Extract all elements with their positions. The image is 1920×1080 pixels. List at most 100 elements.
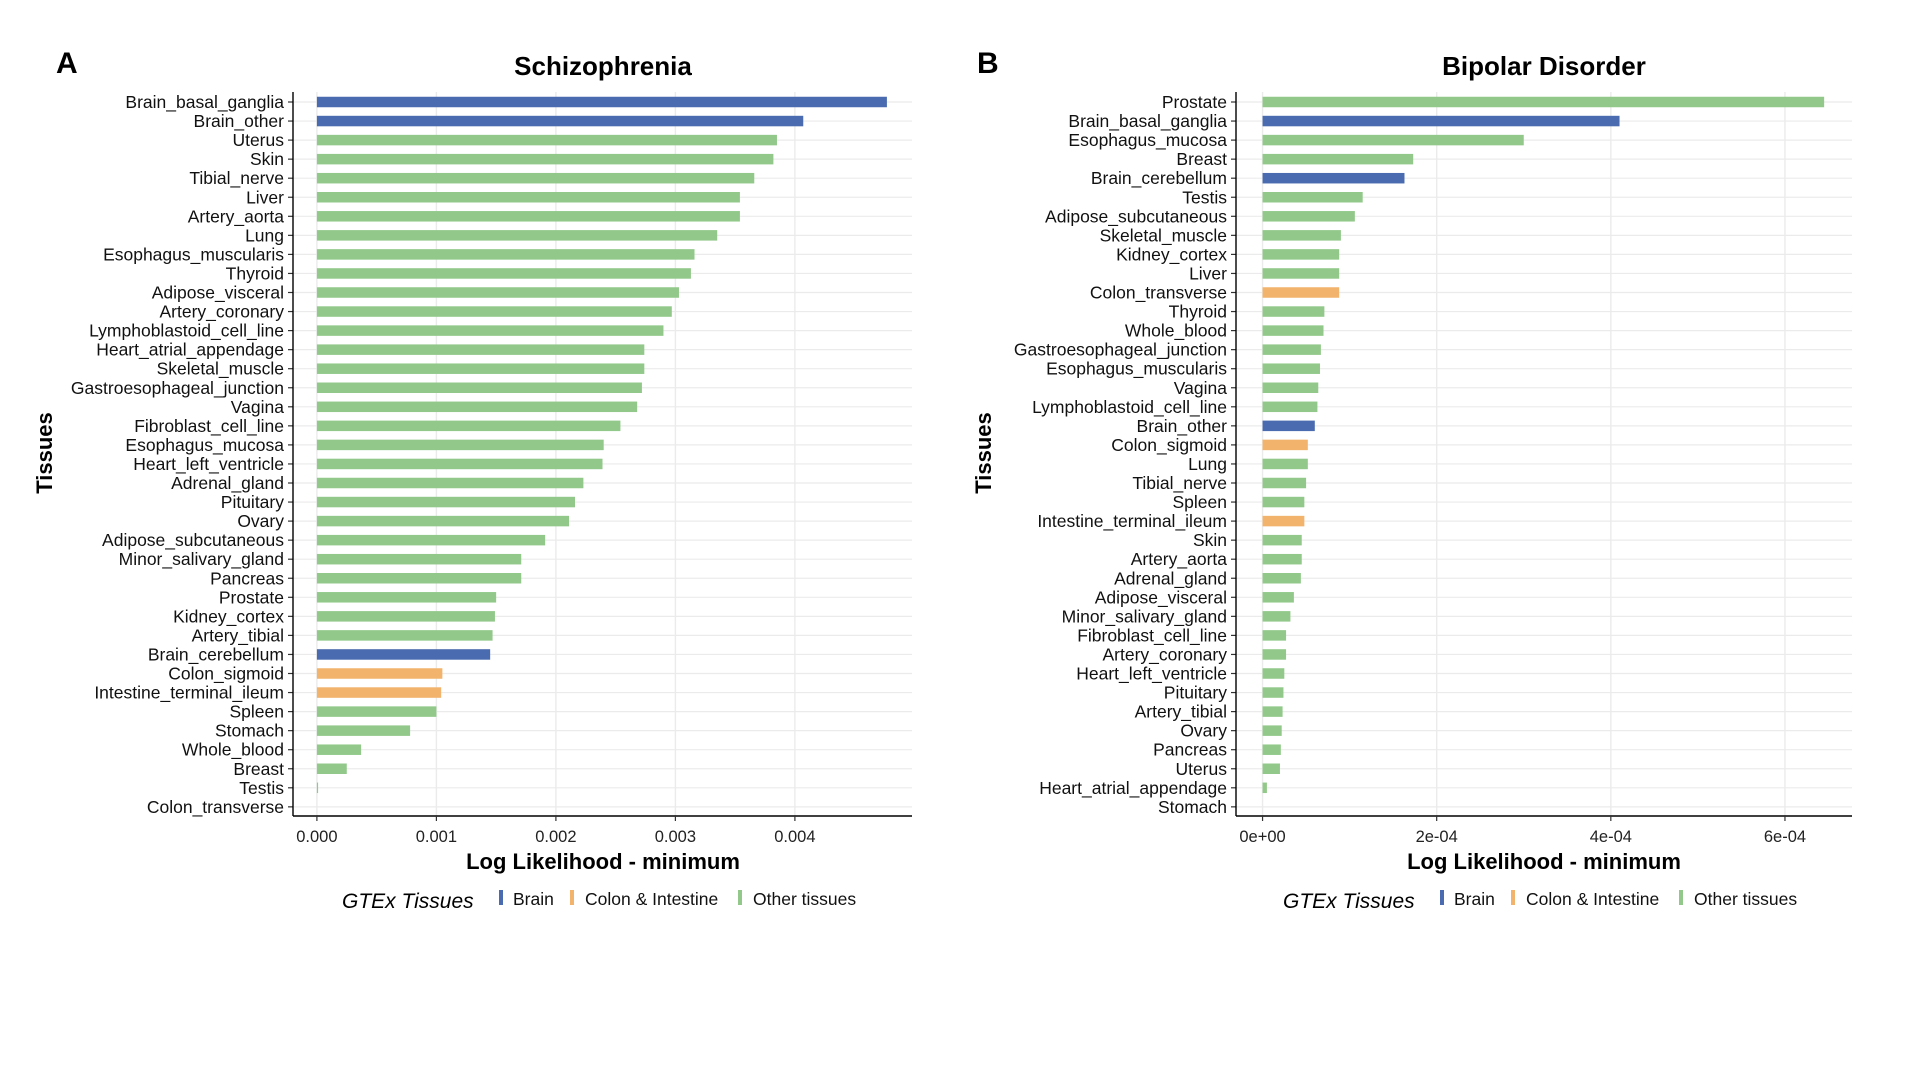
bar-spleen (316, 706, 437, 717)
y-tick-label: Testis (1182, 187, 1227, 207)
legend-label-brain: Brain (513, 889, 554, 909)
bar-vagina (1262, 382, 1319, 393)
y-tick-label: Adrenal_gland (1114, 568, 1227, 589)
bar-skin (1262, 534, 1302, 546)
y-tick-label: Whole_blood (1125, 321, 1227, 342)
panel-letter-b: B (977, 47, 999, 80)
y-tick-label: Heart_atrial_appendage (96, 340, 284, 361)
bar-fibroblast-cell-line (1262, 630, 1287, 641)
y-tick-label: Liver (246, 187, 284, 207)
y-tick-label: Liver (1189, 263, 1227, 283)
bar-ovary (1262, 725, 1282, 736)
y-tick-labels: Brain_basal_gangliaBrain_otherUterusSkin… (71, 92, 284, 818)
bar-artery-aorta (1262, 553, 1302, 565)
bar-thyroid (1262, 306, 1325, 317)
y-tick-label: Lung (1188, 454, 1227, 474)
y-tick-label: Esophagus_muscularis (103, 244, 284, 265)
y-tick-label: Heart_atrial_appendage (1039, 778, 1227, 799)
y-tick-label: Thyroid (1169, 302, 1227, 322)
y-tick-label: Esophagus_muscularis (1046, 359, 1227, 380)
legend: GTEx Tissues Brain Colon & Intestine Oth… (1283, 889, 1797, 913)
y-tick-label: Pancreas (210, 568, 284, 588)
bar-spleen (1262, 496, 1305, 508)
legend-key-brain (1440, 890, 1444, 905)
y-tick-label: Tibial_nerve (1132, 473, 1227, 494)
bar-heart-atrial-appendage (316, 344, 645, 355)
x-tick-label: 0.000 (296, 828, 337, 846)
y-tick-label: Breast (233, 759, 284, 779)
y-tick-label: Kidney_cortex (1116, 244, 1227, 265)
legend-key-other-tissues (738, 890, 742, 905)
y-tick-label: Brain_cerebellum (148, 644, 284, 665)
bar-uterus (316, 134, 777, 146)
y-tick-label: Spleen (1173, 492, 1228, 512)
y-tick-label: Lung (245, 225, 284, 245)
legend-key-brain (499, 890, 503, 905)
bar-breast (1262, 153, 1414, 165)
bar-heart-left-ventricle (1262, 668, 1285, 679)
axes (1231, 92, 1852, 821)
y-tick-label: Minor_salivary_gland (119, 549, 284, 570)
bar-minor-salivary-gland (1262, 611, 1291, 622)
y-tick-labels: ProstateBrain_basal_gangliaEsophagus_muc… (1014, 92, 1227, 817)
bar-brain-basal-ganglia (316, 96, 887, 108)
bar-kidney-cortex (316, 611, 495, 622)
bar-adrenal-gland (316, 477, 584, 489)
bar-adipose-visceral (316, 287, 679, 298)
bar-whole-blood (316, 744, 362, 755)
y-tick-label: Spleen (230, 702, 285, 722)
y-tick-label: Testis (239, 778, 284, 798)
bar-adipose-subcutaneous (1262, 211, 1355, 222)
y-tick-label: Colon_transverse (147, 797, 284, 818)
bar-lymphoblastoid-cell-line (1262, 401, 1318, 413)
y-tick-label: Fibroblast_cell_line (1077, 625, 1227, 646)
legend-key-colon-intestine (570, 890, 574, 905)
y-tick-label: Prostate (219, 587, 284, 607)
legend-key-other-tissues (1679, 890, 1683, 905)
bar-esophagus-muscularis (316, 249, 695, 260)
y-tick-label: Brain_basal_ganglia (1068, 111, 1227, 132)
x-tick-label: 2e-04 (1416, 828, 1458, 846)
y-tick-label: Esophagus_mucosa (125, 435, 284, 456)
axes (288, 92, 912, 821)
bar-heart-left-ventricle (316, 458, 603, 470)
x-tick-label: 4e-04 (1590, 828, 1632, 846)
bar-brain-other (1262, 420, 1315, 432)
y-tick-label: Ovary (237, 511, 284, 531)
bar-prostate (1262, 96, 1825, 108)
y-tick-label: Heart_left_ventricle (1076, 664, 1227, 685)
x-tick-label: 0.004 (774, 828, 815, 846)
y-tick-label: Kidney_cortex (173, 606, 284, 627)
y-tick-label: Adrenal_gland (171, 473, 284, 494)
legend-key-colon-intestine (1511, 890, 1515, 905)
legend-title: GTEx Tissues (342, 890, 474, 913)
y-tick-label: Brain_basal_ganglia (125, 92, 284, 113)
y-tick-label: Artery_coronary (1103, 644, 1228, 665)
bar-ovary (316, 515, 570, 527)
y-tick-label: Heart_left_ventricle (133, 454, 284, 475)
y-tick-label: Gastroesophageal_junction (71, 378, 284, 399)
bar-minor-salivary-gland (316, 553, 522, 565)
bar-whole-blood (1262, 325, 1324, 336)
legend-label-brain: Brain (1454, 889, 1495, 909)
bar-tibial-nerve (316, 172, 755, 184)
y-axis-title: Tissues (971, 412, 996, 494)
bar-intestine-terminal-ileum (1262, 515, 1305, 527)
x-tick-labels: 0.000 0.001 0.002 0.003 0.004 (296, 828, 815, 846)
chart-title: Schizophrenia (514, 51, 692, 81)
bar-pituitary (1262, 687, 1284, 698)
bar-pituitary (316, 496, 576, 508)
y-tick-label: Breast (1176, 149, 1227, 169)
y-tick-label: Intestine_terminal_ileum (94, 683, 284, 704)
y-tick-label: Stomach (1158, 797, 1227, 817)
legend-label-colon-intestine: Colon & Intestine (585, 889, 718, 909)
bar-colon-sigmoid (1262, 439, 1308, 451)
y-tick-label: Pituitary (221, 492, 284, 512)
legend: GTEx Tissues Brain Colon & Intestine Oth… (342, 889, 856, 913)
legend-label-other-tissues: Other tissues (1694, 889, 1797, 909)
bar-artery-tibial (316, 630, 493, 641)
y-tick-label: Brain_other (1137, 416, 1228, 437)
y-tick-label: Skin (1193, 530, 1227, 550)
y-tick-label: Artery_aorta (1131, 549, 1228, 570)
y-tick-label: Artery_coronary (160, 302, 285, 323)
